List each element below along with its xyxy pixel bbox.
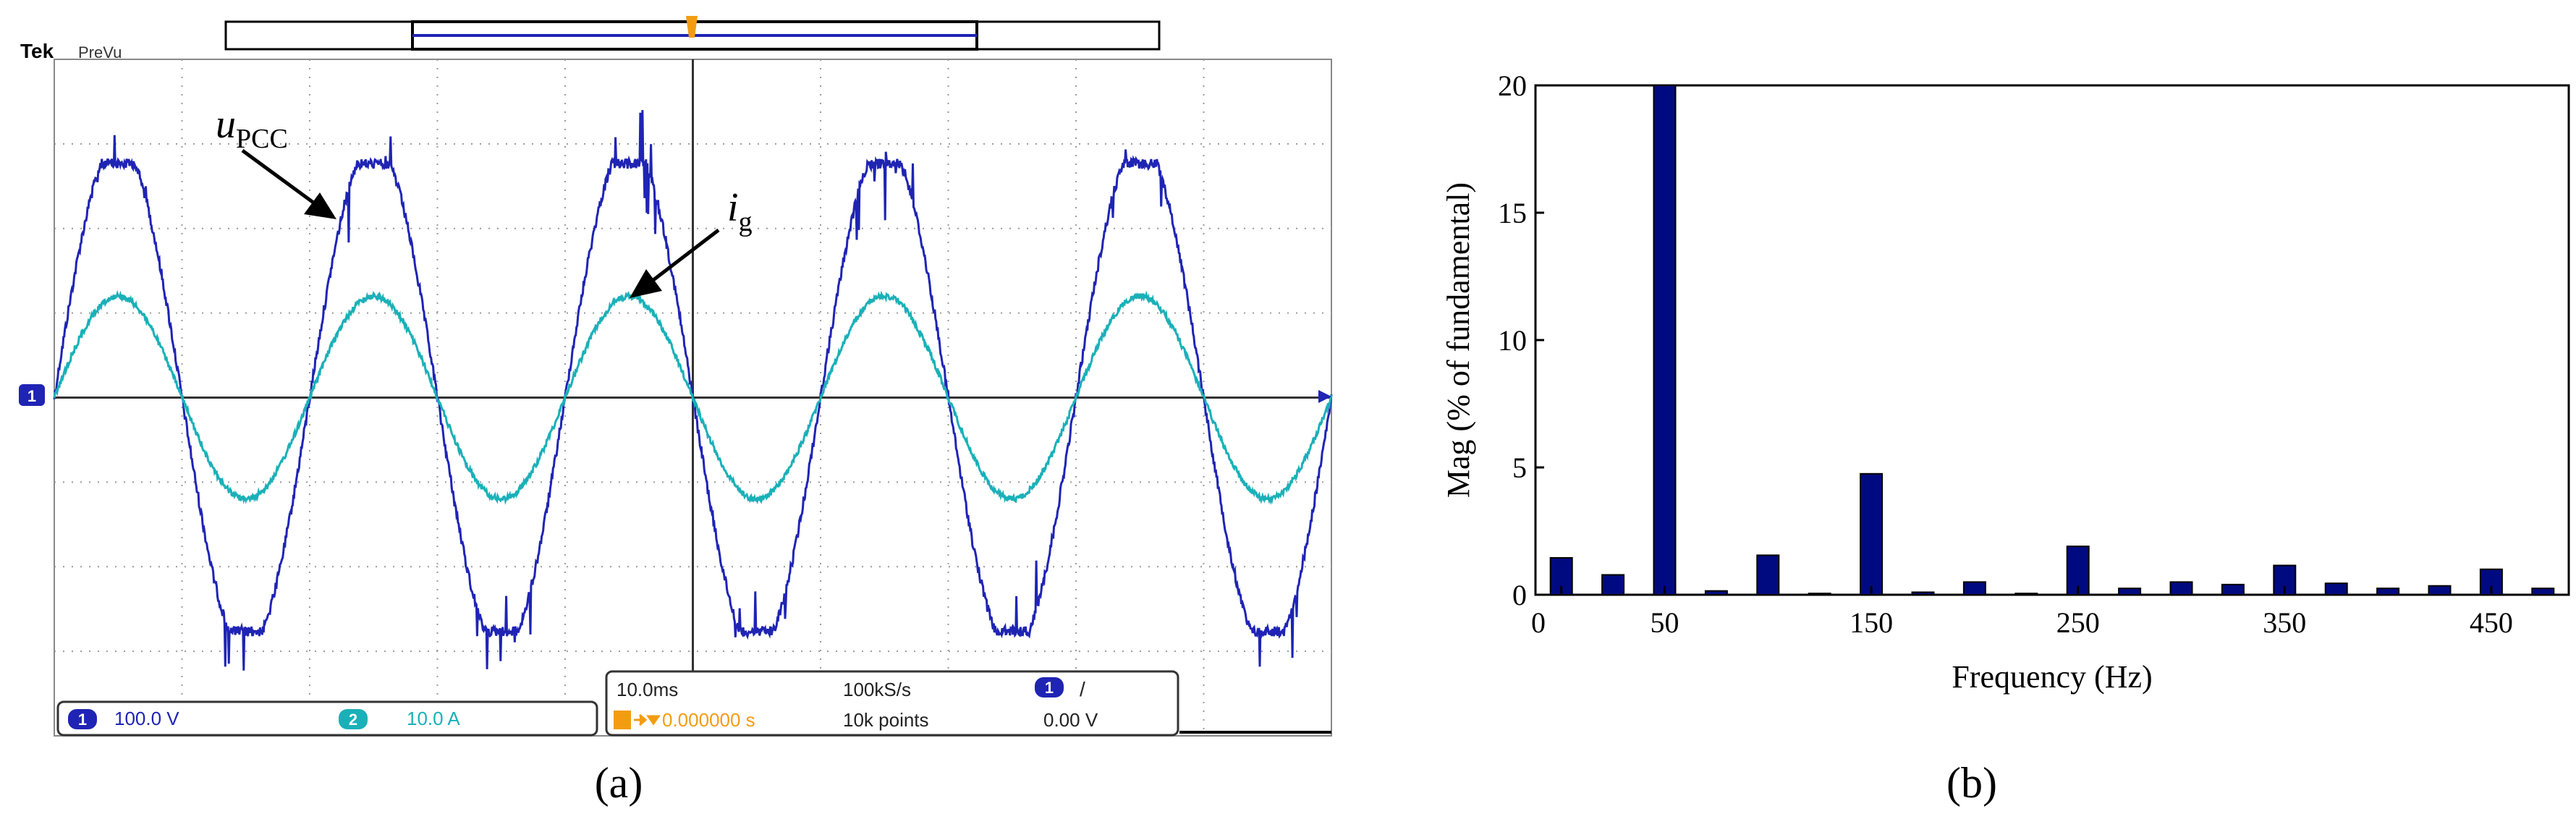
trigger-level-value: 0.00 V <box>1043 709 1098 731</box>
bar-475hz <box>2531 588 2555 596</box>
ig-arrowhead-icon <box>630 269 662 298</box>
y-tick-label: 10 <box>1498 324 1527 357</box>
caption-b: (b) <box>1946 759 1997 807</box>
trigger-pos-icon <box>614 711 631 729</box>
bar-175hz <box>1911 591 1935 595</box>
bar-75hz <box>1704 590 1728 596</box>
ch1-scale-value: 100.0 V <box>114 708 179 729</box>
ch2-scale-badge <box>339 709 368 729</box>
x-tick-label: 150 <box>1850 606 1893 639</box>
ch1-scale-badge-label: 1 <box>78 711 87 729</box>
bar-300hz <box>2169 581 2193 596</box>
trigger-position-value: 0.000000 s <box>662 709 755 731</box>
caption-a: (a) <box>595 759 643 807</box>
trigger-source-badge <box>1035 677 1064 697</box>
x-tick-label: 250 <box>2056 606 2100 639</box>
ch1-scale-badge <box>68 709 97 729</box>
timebase-value: 10.0ms <box>617 679 678 700</box>
bar-50hz <box>1653 85 1677 595</box>
bar-275hz <box>2118 588 2142 596</box>
plot-area <box>1534 84 2570 596</box>
spectrum-chart: 0 5 10 15 20 0 50 150 250 350 450 Frequency (Hz) Mag… <box>1441 69 2570 695</box>
ch1-ground-marker-label: 1 <box>27 387 36 405</box>
trigger-source-badge-label: 1 <box>1045 679 1054 697</box>
bar-325hz <box>2221 583 2245 596</box>
trace-ig <box>53 289 1333 505</box>
upcc-label: uPCC <box>216 102 288 154</box>
ch1-ground-marker <box>19 384 45 406</box>
trigger-slope-icon: / <box>1080 678 1085 700</box>
y-tick-label: 20 <box>1498 69 1527 102</box>
x-tick-label: 0 <box>1531 606 1546 639</box>
bar-225hz <box>2014 593 2038 596</box>
bar-25hz <box>1601 574 1625 595</box>
bar-200hz <box>1962 581 1986 596</box>
y-axis-label: Mag (% of fundamental) <box>1441 182 1476 498</box>
y-tick-label: 5 <box>1512 451 1527 484</box>
y-tick-label: 15 <box>1498 197 1527 229</box>
panel-b: 0 5 10 15 20 0 50 150 250 350 450 Frequency (Hz) Mag… <box>1441 69 2570 807</box>
bar-375hz <box>2324 582 2348 596</box>
x-tick-label: 450 <box>2470 606 2513 639</box>
trigger-arrow-icon <box>634 713 661 726</box>
ig-arrow <box>646 229 720 286</box>
brand-label: Tek <box>20 40 54 62</box>
bar-150hz <box>1860 472 1884 595</box>
x-axis-label: Frequency (Hz) <box>1952 659 2152 695</box>
trigger-position-icon <box>686 16 698 38</box>
ig-label: ig <box>727 185 753 237</box>
bar-125hz <box>1808 593 1831 596</box>
scope-traces <box>53 110 1333 671</box>
sample-rate-value: 100kS/s <box>843 679 911 700</box>
upcc-arrowhead-icon <box>304 192 336 219</box>
bar-425hz <box>2428 585 2452 596</box>
ch2-scale-value: 10.0 A <box>407 708 460 729</box>
mode-label: PreVu <box>78 43 122 62</box>
x-tick-label: 350 <box>2263 606 2306 639</box>
ch2-scale-badge-label: 2 <box>349 711 357 729</box>
record-length-value: 10k points <box>843 709 929 731</box>
upcc-arrow <box>241 148 320 208</box>
channel-scale-box <box>56 700 598 737</box>
x-tick-label: 50 <box>1651 606 1679 639</box>
right-edge-marker-icon <box>1318 390 1331 403</box>
panel-a: Tek PreVu T 1 uPCC ig 1 100.0 V 2 10.0 A… <box>19 16 1333 807</box>
bar-100hz <box>1756 554 1780 596</box>
bar-400hz <box>2376 588 2400 596</box>
y-tick-label: 0 <box>1512 579 1527 611</box>
